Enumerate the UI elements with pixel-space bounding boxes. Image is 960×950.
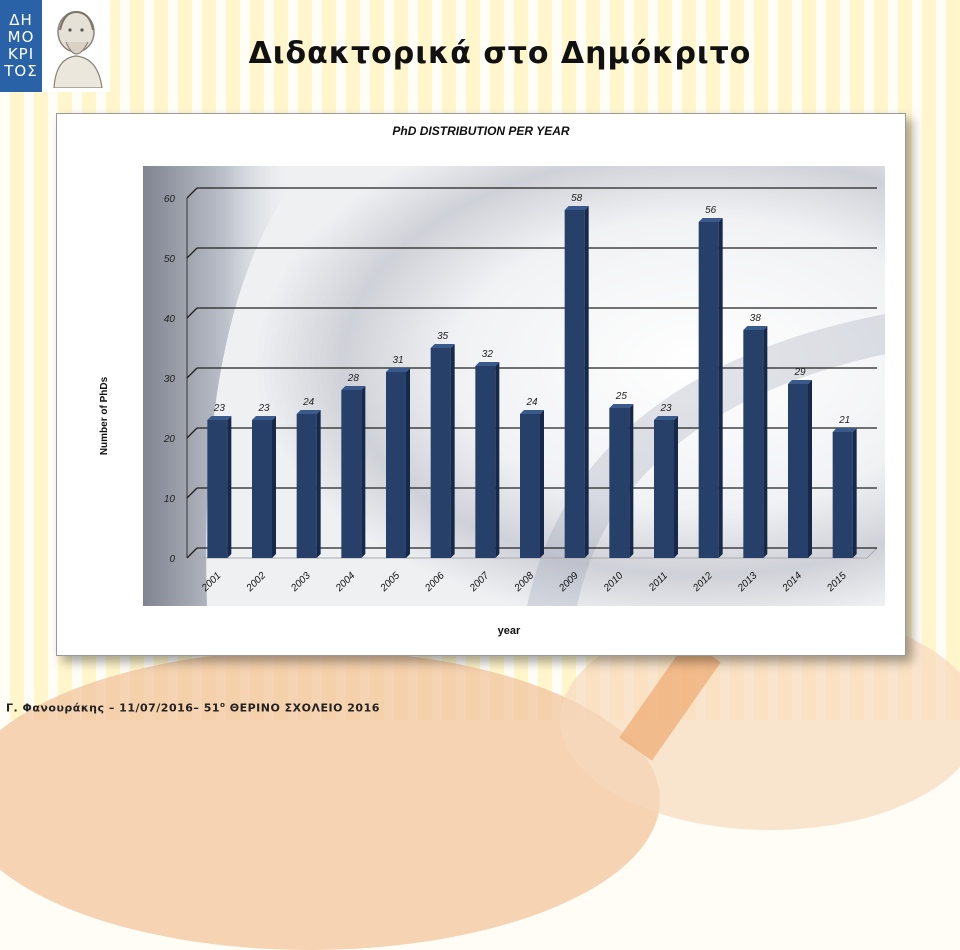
gridline-diagonal — [186, 367, 198, 379]
bar — [341, 390, 362, 558]
y-tick-label: 20 — [163, 434, 176, 445]
logo-line: ΜΟ — [7, 28, 35, 46]
bar — [564, 210, 585, 558]
slide-title: Διδακτορικά στο Δημόκριτο — [248, 36, 752, 71]
gridline-diagonal — [186, 307, 198, 319]
bar — [832, 432, 853, 558]
bar-side — [718, 218, 723, 558]
bar-value-label: 24 — [525, 397, 538, 408]
y-tick-label: 30 — [164, 374, 176, 385]
footer-event: ΘΕΡΙΝΟ ΣΧΟΛΕΙΟ 2016 — [225, 701, 380, 715]
bar — [386, 372, 406, 558]
bar — [743, 330, 764, 558]
gridline-diagonal — [186, 187, 198, 199]
bar-side — [629, 404, 634, 558]
gridline-diagonal — [186, 547, 198, 559]
bar-side — [763, 326, 768, 558]
bar — [252, 420, 272, 558]
bar-top — [788, 380, 812, 384]
y-tick-label: 0 — [169, 554, 175, 565]
bar — [520, 414, 540, 558]
y-tick-label: 50 — [164, 254, 176, 265]
bar — [609, 408, 630, 558]
bar-top — [654, 416, 678, 420]
plot-shade — [143, 166, 307, 606]
bar-top — [296, 410, 321, 414]
bar-top — [609, 404, 634, 408]
bar-value-label: 25 — [615, 391, 628, 402]
bar-side — [361, 386, 366, 558]
bar — [788, 384, 808, 558]
bar — [296, 414, 317, 558]
y-tick-label: 40 — [164, 314, 176, 325]
bar-side — [406, 368, 410, 558]
y-tick-label: 10 — [164, 494, 176, 505]
bar — [698, 222, 719, 558]
bar-side — [852, 428, 857, 558]
logo-line: ΔΗ — [9, 11, 33, 29]
phd-bar-chart: PhD DISTRIBUTION PER YEAR Number of PhDs… — [99, 124, 885, 637]
bar-value-label: 28 — [347, 373, 360, 384]
bar-side — [674, 416, 678, 558]
bar-value-label: 32 — [482, 349, 494, 360]
bar-value-label: 31 — [392, 355, 403, 366]
logo-line: ΚΡΙ — [7, 45, 35, 63]
logo-text-strip: ΔΗ ΜΟ ΚΡΙ ΤΟΣ — [0, 0, 42, 92]
bust-icon — [53, 10, 103, 88]
bar-value-label: 58 — [571, 193, 583, 204]
bar-side — [495, 362, 500, 558]
gridline-diagonal — [186, 427, 198, 439]
chart-frame: PhD DISTRIBUTION PER YEAR Number of PhDs… — [56, 113, 906, 656]
footer-author-date: Γ. Φανουράκης – 11/07/2016– 51 — [6, 701, 221, 715]
y-tick-label: 60 — [164, 194, 176, 205]
bar-value-label: 56 — [705, 205, 717, 216]
democritus-logo: ΔΗ ΜΟ ΚΡΙ ΤΟΣ — [0, 0, 110, 92]
background-arc — [0, 650, 660, 950]
gridline-diagonal — [186, 247, 198, 259]
bar-side — [540, 410, 544, 558]
bar-top — [207, 416, 232, 420]
bar-top — [520, 410, 544, 414]
bar-top — [475, 362, 500, 366]
bar-side — [272, 416, 276, 558]
bar-top — [832, 428, 857, 432]
floor-side-line — [866, 547, 878, 559]
bar-value-label: 35 — [437, 331, 449, 342]
bar-top — [386, 368, 410, 372]
bar-top — [341, 386, 366, 390]
bar-top — [698, 218, 723, 222]
logo-line: ΤΟΣ — [4, 62, 38, 80]
chart-title: PhD DISTRIBUTION PER YEAR — [392, 124, 569, 138]
bar-side — [450, 344, 455, 558]
bar — [475, 366, 496, 558]
bar-side — [316, 410, 321, 558]
bar-side — [808, 380, 812, 558]
plot-swirl — [527, 314, 885, 606]
bar-value-label: 29 — [793, 367, 806, 378]
gridline-diagonal — [186, 487, 198, 499]
bar-value-label: 24 — [302, 397, 315, 408]
bar — [430, 348, 451, 558]
slide-footer: Γ. Φανουράκης – 11/07/2016– 51ο ΘΕΡΙΝΟ Σ… — [6, 701, 380, 715]
bar-value-label: 23 — [659, 403, 672, 414]
bar-top — [252, 416, 276, 420]
y-axis-label: Number of PhDs — [99, 376, 110, 455]
bar-value-label: 21 — [838, 415, 850, 426]
bar-top — [564, 206, 589, 210]
bar-value-label: 23 — [257, 403, 270, 414]
bar-top — [430, 344, 455, 348]
bar — [654, 420, 674, 558]
bar-value-label: 23 — [213, 403, 226, 414]
bar — [207, 420, 228, 558]
bar-value-label: 38 — [750, 313, 762, 324]
bar-top — [743, 326, 768, 330]
bar-side — [227, 416, 232, 558]
footer-ordinal: ο — [220, 701, 226, 709]
bar-side — [584, 206, 589, 558]
x-axis-label: year — [498, 625, 521, 637]
